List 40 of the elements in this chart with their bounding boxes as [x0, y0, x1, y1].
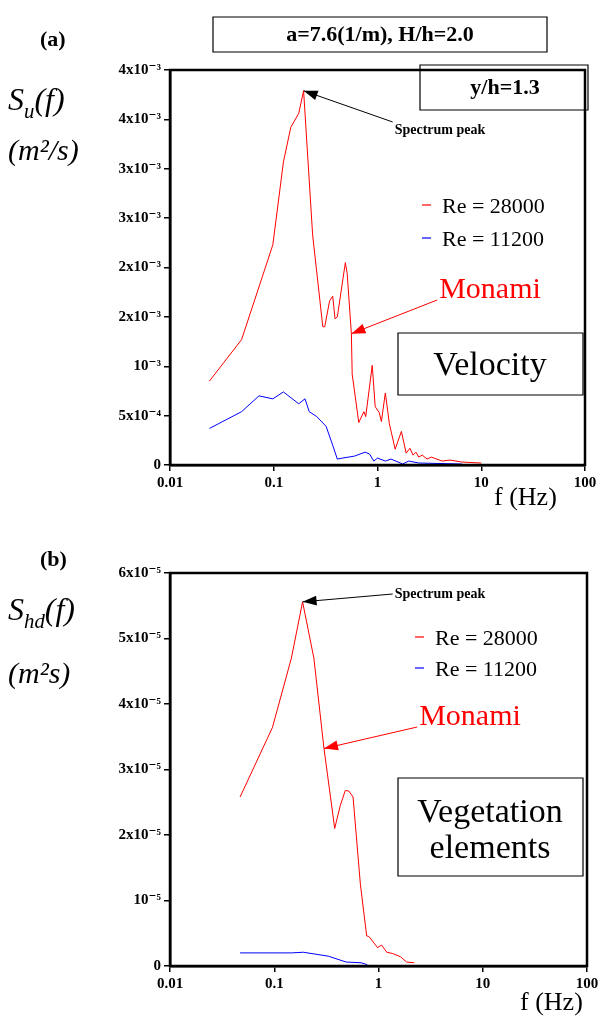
- x-tick-label: 100: [573, 473, 597, 490]
- annotation: Vegetation elements: [417, 791, 563, 865]
- x-tick-label: 10: [473, 473, 489, 490]
- y-tick-label: 4x10⁻³: [118, 110, 162, 127]
- y-tick-label: 0: [153, 455, 161, 472]
- legend-label: Re = 28000: [442, 193, 545, 218]
- x-tick-label: 1: [373, 473, 382, 490]
- text: (b): [40, 545, 67, 571]
- text: (a): [40, 25, 66, 51]
- y-tick-label: 3x10⁻³: [118, 209, 162, 225]
- legend-label: Re = 11200: [442, 226, 545, 251]
- y-tick-label: 5x10⁻⁴: [118, 406, 162, 423]
- annotation: Monami: [419, 697, 521, 731]
- x-axis-title: f (Hz): [494, 482, 557, 511]
- x-tick-label: 0.01: [156, 974, 184, 991]
- annotation: Spectrum peak: [394, 585, 486, 601]
- y-tick-label: 4x10⁻³: [118, 60, 162, 77]
- annotation: y/h=1.3: [470, 73, 540, 99]
- y-tick-label: 0: [153, 956, 161, 973]
- x-tick-label: 0.01: [156, 473, 184, 490]
- legend-label: Re = 11200: [435, 656, 538, 681]
- y-tick-label: 10⁻⁵: [133, 891, 162, 908]
- x-tick-label: 0.1: [264, 974, 284, 991]
- y-tick-label: 2x10⁻⁵: [118, 825, 162, 842]
- y-tick-label: 2x10⁻³: [118, 258, 162, 275]
- legend-label: Re = 28000: [435, 625, 538, 650]
- y-tick-label: 10⁻³: [133, 357, 162, 374]
- annotation: Spectrum peak: [394, 121, 486, 137]
- chart-title: a=7.6(1/m), H/h=2.0: [286, 21, 474, 47]
- annotation: Monami: [439, 270, 541, 304]
- y-tick-label: 6x10⁻⁵: [118, 563, 162, 580]
- y-tick-label: 5x10⁻⁵: [118, 629, 162, 646]
- y-tick-label: 2x10⁻³: [118, 307, 162, 324]
- annotation: Velocity: [433, 344, 547, 382]
- y-tick-label: 4x10⁻⁵: [118, 694, 162, 711]
- y-tick-label: 3x10⁻⁵: [118, 760, 162, 777]
- y-tick-label: 3x10⁻³: [118, 159, 162, 176]
- x-tick-label: 1: [374, 974, 383, 991]
- x-tick-label: 10: [475, 974, 491, 991]
- x-tick-label: 0.1: [264, 473, 284, 490]
